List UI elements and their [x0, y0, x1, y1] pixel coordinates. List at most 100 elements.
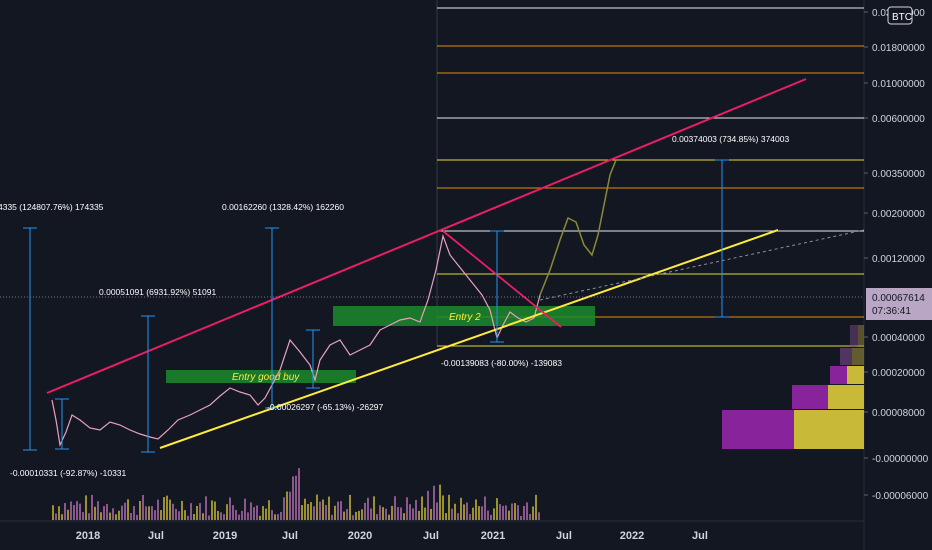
volume-bar [427, 490, 429, 520]
volume-bar [445, 513, 447, 520]
volume-bar [247, 512, 249, 520]
fib-levels [436, 0, 864, 347]
vp-bar [840, 348, 852, 365]
price-series [51, 159, 617, 448]
volume-bar [460, 497, 462, 520]
volume-profile [722, 325, 864, 449]
volume-bar [496, 498, 498, 520]
volume-bar [196, 505, 198, 520]
volume-bar [118, 510, 120, 520]
volume-bar [367, 497, 369, 520]
volume-bar [514, 503, 516, 520]
volume-bar [286, 491, 288, 520]
volume-bar [127, 499, 129, 520]
currency-badge-label: BTC [892, 12, 912, 23]
volume-bar [58, 506, 60, 520]
volume-bar [202, 513, 204, 520]
y-tick-label: 0.00040000 [872, 333, 925, 344]
volume-bar [469, 514, 471, 520]
volume-bar [271, 510, 273, 520]
y-tick-label: 0.00600000 [872, 114, 925, 125]
volume-bar [394, 496, 396, 520]
volume-bar [241, 510, 243, 520]
volume-bar [337, 501, 339, 520]
volume-bar [454, 503, 456, 520]
volume-bar [244, 498, 246, 520]
volume-bar [529, 514, 531, 520]
volume-bar [526, 502, 528, 520]
volume-bar [115, 514, 117, 520]
y-tick-label: 0.00350000 [872, 169, 925, 180]
price-axis-labels: 0.032000000.018000000.010000000.00600000… [864, 8, 929, 502]
volume-bar [181, 500, 183, 520]
volume-bar [385, 508, 387, 520]
volume-bar [349, 494, 351, 520]
volume-bar [343, 511, 345, 520]
volume-bar [322, 499, 324, 520]
volume-bar [532, 506, 534, 520]
volume-bar [439, 484, 441, 520]
currency-badge[interactable]: BTC [887, 6, 913, 25]
volume-bar [457, 513, 459, 520]
volume-bar [145, 506, 147, 520]
volume-bar [220, 512, 222, 520]
volume-bar [358, 510, 360, 520]
volume-bar [418, 510, 420, 520]
current-price-tag: 0.00067614 07:36:41 [866, 288, 932, 320]
volume-bar [61, 514, 63, 520]
volume-bar [187, 515, 189, 520]
volume-bar [316, 494, 318, 520]
volume-bar [409, 504, 411, 520]
volume-bar [190, 503, 192, 520]
volume-bar [334, 505, 336, 520]
volume-bar [280, 511, 282, 520]
volume-bar [229, 497, 231, 520]
volume-bar [76, 501, 78, 520]
volume-bar [490, 514, 492, 520]
volume-bar [328, 496, 330, 520]
vp-bar [828, 385, 864, 409]
volume-bar [493, 508, 495, 520]
volume-bar [268, 500, 270, 520]
entry-zone-1-label: Entry good buy [232, 372, 300, 383]
annotation-measure-1: 0.00174335 (124807.76%) 174335 [0, 202, 104, 212]
volume-bar [184, 510, 186, 520]
x-tick-label: Jul [423, 530, 439, 542]
volume-bar [136, 514, 138, 520]
x-tick-label: Jul [556, 530, 572, 542]
annotation-measure-7: -0.00010331 (-92.87%) -10331 [10, 468, 127, 478]
volume-bar [238, 514, 240, 520]
volume-bar [82, 512, 84, 520]
x-tick-label: 2019 [213, 530, 237, 542]
volume-bar [424, 507, 426, 520]
volume-bar [499, 504, 501, 520]
volume-bar [466, 502, 468, 520]
volume-bar [448, 494, 450, 520]
volume-bar [421, 496, 423, 520]
volume-bar [355, 511, 357, 520]
volume-bar [88, 513, 90, 520]
volume-bar [166, 495, 168, 520]
vp-bar [852, 348, 864, 365]
volume-bar [310, 502, 312, 520]
volume-bar [262, 506, 264, 520]
volume-bar [478, 506, 480, 520]
volume-bar [442, 495, 444, 520]
countdown-label: 07:36:41 [872, 306, 911, 317]
vp-bar [794, 410, 864, 449]
support-extension [539, 229, 865, 301]
volume-bar [523, 505, 525, 520]
volume-bar [97, 501, 99, 520]
annotation-measure-6: -0.00026297 (-65.13%) -26297 [267, 402, 384, 412]
volume-bar [400, 507, 402, 520]
volume-bar [73, 505, 75, 520]
y-tick-label: 0.00008000 [872, 408, 925, 419]
volume-bar [304, 498, 306, 520]
volume-bar [484, 496, 486, 520]
annotation-measure-4: 0.00374003 (734.85%) 374003 [672, 134, 789, 144]
entry-zone-1 [166, 370, 356, 383]
volume-bar [292, 476, 294, 520]
volume-bar [109, 512, 111, 520]
volume-bar [472, 507, 474, 520]
